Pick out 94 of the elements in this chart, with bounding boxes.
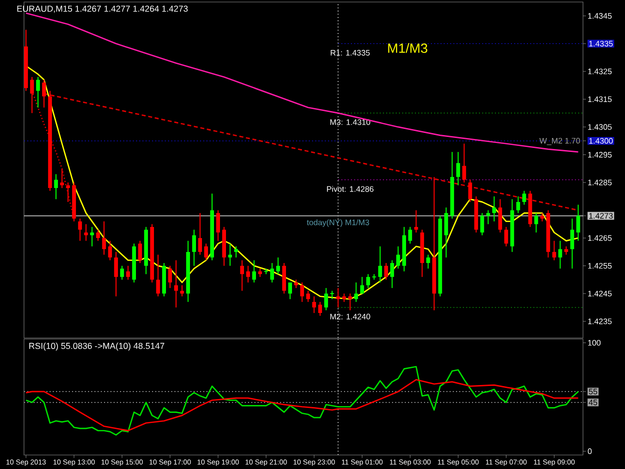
candlestick (336, 288, 340, 308)
candlestick (114, 251, 118, 297)
candlestick (228, 243, 232, 266)
candlestick (408, 226, 412, 244)
candlestick (312, 296, 316, 314)
candlestick (480, 212, 484, 236)
candlestick (396, 246, 400, 270)
candlestick (378, 246, 382, 283)
y-tick-label: 55 (588, 388, 598, 394)
chart-title: EURAUD,M15 1.4267 1.4277 1.4264 1.4273 (17, 6, 188, 13)
candlestick (300, 282, 304, 302)
candlestick (54, 174, 58, 200)
candlestick (42, 79, 46, 108)
candlestick (570, 218, 574, 270)
candlestick (468, 179, 472, 202)
candlestick (516, 196, 520, 214)
candlestick (558, 240, 562, 270)
candlestick (198, 212, 202, 256)
candlestick (102, 220, 106, 256)
candlestick (456, 151, 460, 186)
candlestick (348, 293, 352, 311)
candlestick (276, 256, 280, 275)
candlestick (270, 262, 274, 283)
y-tick-label: 1.4295 (588, 152, 612, 158)
y-tick-label: 1.4245 (588, 290, 612, 296)
candlestick (30, 76, 34, 114)
candlestick (96, 229, 100, 242)
candlestick (156, 254, 160, 297)
annotation: W_M2 1.70 (539, 138, 580, 146)
candlestick (414, 210, 418, 233)
candlestick (90, 226, 94, 247)
y-tick-label: 45 (588, 400, 598, 406)
line-series (25, 378, 579, 432)
y-tick-label: 1.4335 (589, 40, 613, 46)
candlestick (168, 265, 172, 289)
y-tick-label: 1.4273 (589, 212, 613, 219)
candlestick (390, 260, 394, 289)
candlestick (60, 168, 64, 189)
annotation: M1/M3 (388, 43, 428, 53)
candlestick (138, 240, 142, 264)
y-tick-label: 1.4285 (588, 180, 612, 186)
candlestick (354, 282, 358, 302)
ref-line-label: M3: 1.4310 (330, 119, 370, 126)
ref-line-label: Pivot: 1.4286 (327, 186, 374, 192)
candlestick (360, 276, 364, 294)
y-tick-label: 1.4345 (588, 13, 612, 19)
candlestick (462, 143, 466, 184)
candlestick (240, 260, 244, 292)
candlestick (486, 210, 490, 225)
candlestick (366, 274, 370, 289)
candlestick (120, 265, 124, 280)
candlestick (234, 246, 238, 258)
chart-title: RSI(10) 55.0836 ->MA(10) 48.5147 (29, 342, 164, 351)
y-tick-label: 1.4265 (588, 235, 612, 241)
candlestick (180, 284, 184, 297)
ref-line-label: today(NY) M1/M3 (306, 219, 370, 227)
candlestick (504, 226, 508, 247)
line-series (25, 366, 579, 436)
candlestick (192, 229, 196, 266)
line-series (25, 12, 579, 153)
candlestick (498, 198, 502, 233)
candlestick (246, 265, 250, 283)
candlestick (252, 260, 256, 283)
y-tick-label: 1.4235 (588, 318, 612, 324)
candlestick (552, 240, 556, 261)
y-tick-label: 1.4325 (588, 68, 612, 74)
candlestick (36, 76, 40, 108)
candlestick (426, 254, 430, 270)
candlestick (174, 260, 178, 308)
y-tick-label: 1.4300 (589, 138, 613, 144)
candlestick (204, 243, 208, 261)
candlestick (216, 210, 220, 242)
candlestick (306, 290, 310, 302)
ref-line-label: M2: 1.4240 (330, 314, 370, 320)
line-series (25, 65, 579, 300)
y-tick-label: 100 (588, 340, 601, 346)
y-tick-label: 0 (588, 448, 592, 454)
candlestick (576, 204, 580, 242)
candlestick (288, 282, 292, 300)
candlestick (444, 206, 448, 258)
candlestick (66, 182, 70, 202)
ref-line-label: R1: 1.4335 (330, 50, 370, 56)
candlestick (384, 262, 388, 280)
candlestick (108, 240, 112, 261)
candlestick (78, 218, 82, 242)
candlestick (318, 301, 322, 316)
candlestick (522, 190, 526, 206)
y-tick-label: 1.4315 (588, 96, 612, 102)
y-tick-label: 1.4305 (588, 124, 612, 130)
candlestick (126, 265, 130, 280)
candlestick (492, 196, 496, 222)
y-tick-label: 1.4255 (588, 262, 612, 269)
candlestick (324, 288, 328, 311)
candlestick (84, 224, 88, 242)
